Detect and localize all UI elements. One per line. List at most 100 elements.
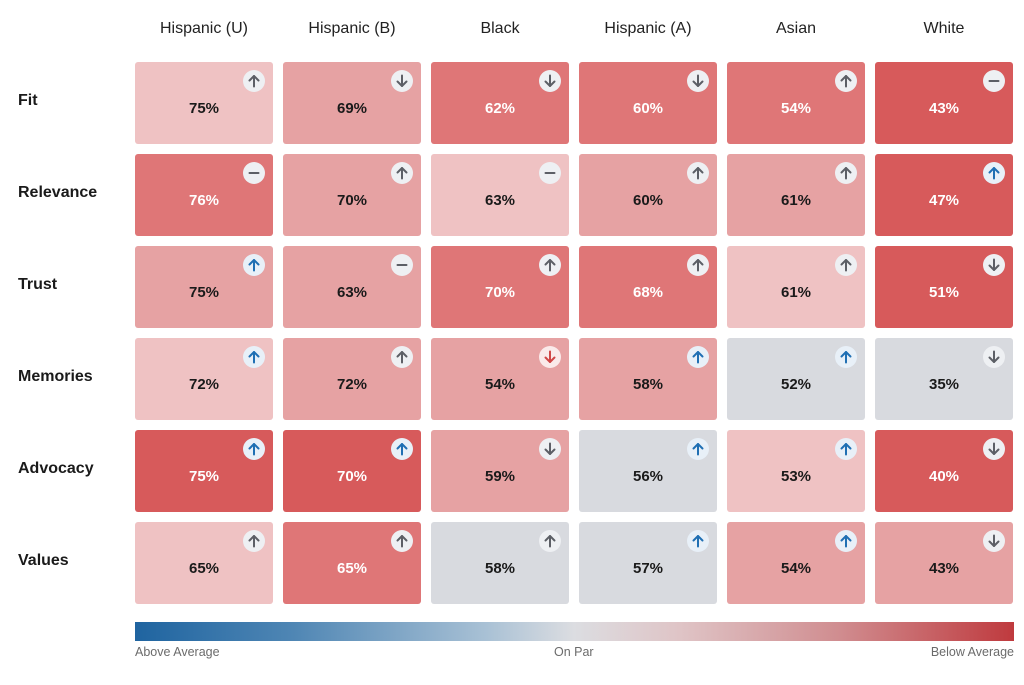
column-header: Hispanic (U) bbox=[159, 20, 248, 37]
up-arrow-icon bbox=[243, 530, 265, 552]
column-header: Hispanic (A) bbox=[604, 20, 692, 37]
cell-value: 43% bbox=[928, 560, 960, 577]
legend-gradient-bar bbox=[135, 622, 1014, 641]
heatmap-cell: 40% bbox=[875, 430, 1013, 512]
up-arrow-icon bbox=[835, 346, 857, 368]
heatmap-cell: 70% bbox=[283, 154, 421, 236]
cell-value: 63% bbox=[336, 284, 368, 301]
cell-value: 43% bbox=[928, 100, 960, 117]
heatmap-cell: 70% bbox=[283, 430, 421, 512]
heatmap-cell: 63% bbox=[431, 154, 569, 236]
heatmap-cell: 65% bbox=[283, 522, 421, 604]
row-label: Memories bbox=[18, 368, 93, 385]
heatmap-cell: 60% bbox=[579, 62, 717, 144]
up-arrow-icon bbox=[539, 530, 561, 552]
legend-center-label: On Par bbox=[554, 645, 594, 659]
cell-value: 63% bbox=[484, 192, 516, 209]
row-label: Relevance bbox=[18, 184, 98, 201]
heatmap-cell: 54% bbox=[727, 62, 865, 144]
dash-icon bbox=[391, 254, 413, 276]
cell-value: 59% bbox=[484, 468, 516, 485]
heatmap-cell: 58% bbox=[579, 338, 717, 420]
cell-value: 72% bbox=[336, 376, 368, 393]
column-header: Asian bbox=[775, 20, 817, 37]
down-arrow-icon bbox=[391, 70, 413, 92]
up-arrow-icon bbox=[687, 162, 709, 184]
up-arrow-icon bbox=[835, 530, 857, 552]
heatmap-cell: 65% bbox=[135, 522, 273, 604]
row-label: Fit bbox=[18, 92, 38, 109]
heatmap-cell: 72% bbox=[283, 338, 421, 420]
cell-value: 75% bbox=[188, 468, 220, 485]
row-label: Values bbox=[18, 552, 69, 569]
cell-value: 75% bbox=[188, 100, 220, 117]
up-arrow-icon bbox=[243, 438, 265, 460]
heatmap-cell: 54% bbox=[727, 522, 865, 604]
up-arrow-icon bbox=[687, 530, 709, 552]
up-arrow-icon bbox=[243, 70, 265, 92]
heatmap-cell: 54% bbox=[431, 338, 569, 420]
cell-value: 76% bbox=[188, 192, 220, 209]
cell-value: 54% bbox=[780, 100, 812, 117]
dash-icon bbox=[243, 162, 265, 184]
cell-value: 58% bbox=[484, 560, 516, 577]
heatmap-cell: 75% bbox=[135, 246, 273, 328]
column-header: White bbox=[923, 20, 965, 37]
cell-value: 65% bbox=[336, 560, 368, 577]
heatmap-cell: 56% bbox=[579, 430, 717, 512]
heatmap-cell: 58% bbox=[431, 522, 569, 604]
up-arrow-icon bbox=[391, 530, 413, 552]
up-arrow-icon bbox=[243, 346, 265, 368]
cell-value: 62% bbox=[484, 100, 516, 117]
cell-value: 61% bbox=[780, 284, 812, 301]
legend-right-label: Below Average bbox=[930, 645, 1014, 659]
cell-value: 52% bbox=[780, 376, 812, 393]
down-arrow-icon bbox=[983, 254, 1005, 276]
dash-icon bbox=[539, 162, 561, 184]
up-arrow-icon bbox=[687, 346, 709, 368]
up-arrow-icon bbox=[243, 254, 265, 276]
cell-value: 47% bbox=[928, 192, 960, 209]
row-label: Advocacy bbox=[18, 460, 94, 477]
heatmap-cell: 53% bbox=[727, 430, 865, 512]
cell-value: 68% bbox=[632, 284, 664, 301]
cell-value: 51% bbox=[928, 284, 960, 301]
up-arrow-icon bbox=[835, 254, 857, 276]
up-arrow-icon bbox=[687, 254, 709, 276]
cell-value: 35% bbox=[928, 376, 960, 393]
cell-value: 56% bbox=[632, 468, 664, 485]
down-arrow-icon bbox=[539, 70, 561, 92]
heatmap-cell: 68% bbox=[579, 246, 717, 328]
cell-value: 72% bbox=[188, 376, 220, 393]
cell-value: 65% bbox=[188, 560, 220, 577]
down-arrow-icon bbox=[983, 530, 1005, 552]
cell-value: 53% bbox=[780, 468, 812, 485]
heatmap-cell: 76% bbox=[135, 154, 273, 236]
heatmap-cell: 52% bbox=[727, 338, 865, 420]
down-arrow-icon bbox=[983, 346, 1005, 368]
down-arrow-icon bbox=[539, 438, 561, 460]
cell-value: 40% bbox=[928, 468, 960, 485]
up-arrow-icon bbox=[835, 70, 857, 92]
dash-icon bbox=[983, 70, 1005, 92]
heatmap-cell: 61% bbox=[727, 246, 865, 328]
heatmap-cell: 60% bbox=[579, 154, 717, 236]
cell-value: 70% bbox=[336, 468, 368, 485]
column-header: Hispanic (B) bbox=[308, 20, 396, 37]
up-arrow-icon bbox=[391, 162, 413, 184]
row-label: Trust bbox=[18, 276, 58, 293]
cell-value: 69% bbox=[336, 100, 368, 117]
cell-value: 54% bbox=[780, 560, 812, 577]
heatmap-cell: 69% bbox=[283, 62, 421, 144]
heatmap-cell: 35% bbox=[875, 338, 1013, 420]
up-arrow-icon bbox=[835, 162, 857, 184]
up-arrow-icon bbox=[687, 438, 709, 460]
up-arrow-icon bbox=[539, 254, 561, 276]
heatmap-cell: 51% bbox=[875, 246, 1013, 328]
cell-value: 75% bbox=[188, 284, 220, 301]
heatmap-cell: 75% bbox=[135, 62, 273, 144]
legend-left-label: Above Average bbox=[135, 645, 220, 659]
heatmap-cell: 47% bbox=[875, 154, 1013, 236]
up-arrow-icon bbox=[391, 438, 413, 460]
cell-value: 58% bbox=[632, 376, 664, 393]
